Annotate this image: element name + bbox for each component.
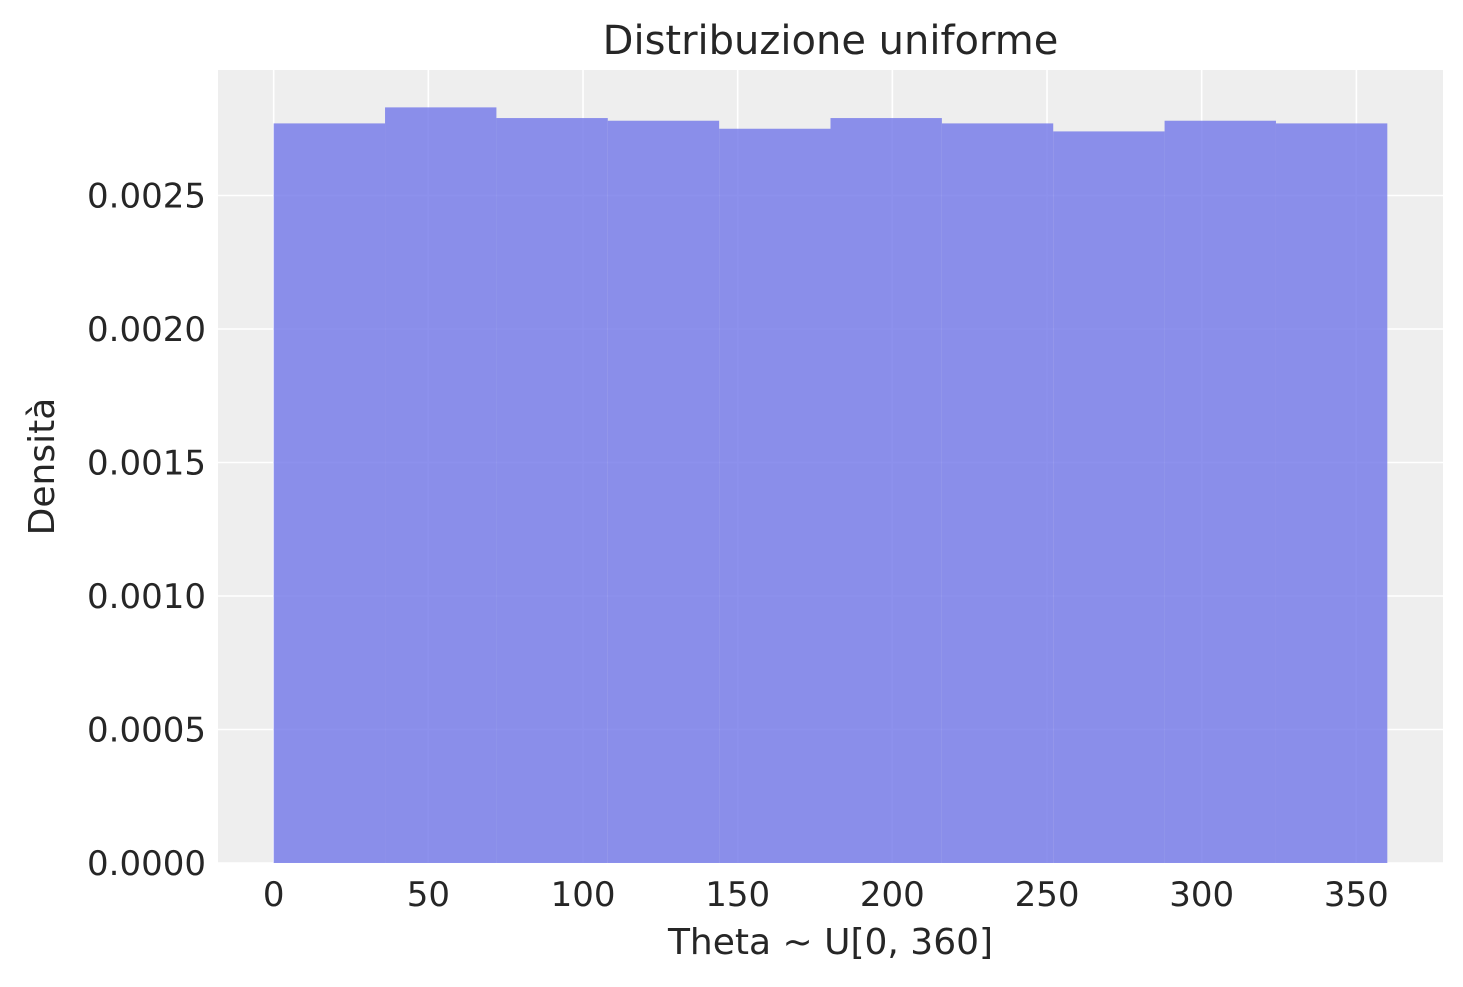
histogram-bar xyxy=(1164,120,1276,863)
x-tick-label: 100 xyxy=(551,875,616,915)
histogram-bar xyxy=(830,118,942,863)
histogram-bar xyxy=(273,123,386,863)
x-tick-label: 200 xyxy=(860,875,925,915)
histogram-bar xyxy=(496,118,608,863)
histogram-bar xyxy=(719,128,831,864)
x-axis-label: Theta ~ U[0, 360] xyxy=(667,922,993,963)
histogram-bar xyxy=(1275,123,1388,863)
x-tick-label: 150 xyxy=(705,875,770,915)
y-tick-label: 0.0020 xyxy=(87,310,206,350)
y-tick-label: 0.0010 xyxy=(87,577,206,617)
x-tick-label: 300 xyxy=(1169,875,1234,915)
histogram-bars xyxy=(273,107,1388,864)
y-axis-label: Densità xyxy=(22,398,63,536)
histogram-bar xyxy=(385,107,497,863)
y-tick-label: 0.0000 xyxy=(87,844,206,884)
x-tick-label: 250 xyxy=(1015,875,1080,915)
y-tick-label: 0.0015 xyxy=(87,443,206,483)
x-axis-ticks: 0 50 100 150 200 250 300 350 xyxy=(263,875,1389,915)
x-tick-label: 50 xyxy=(407,875,450,915)
histogram-bar xyxy=(607,120,720,863)
y-tick-label: 0.0005 xyxy=(87,710,206,750)
y-axis-ticks: 0.0000 0.0005 0.0010 0.0015 0.0020 0.0025 xyxy=(87,176,206,884)
x-tick-label: 350 xyxy=(1324,875,1389,915)
histogram-bar xyxy=(1053,131,1165,864)
x-tick-label: 0 xyxy=(263,875,285,915)
y-tick-label: 0.0025 xyxy=(87,176,206,216)
chart-title: Distribuzione uniforme xyxy=(603,18,1059,64)
histogram-bar xyxy=(941,123,1054,863)
